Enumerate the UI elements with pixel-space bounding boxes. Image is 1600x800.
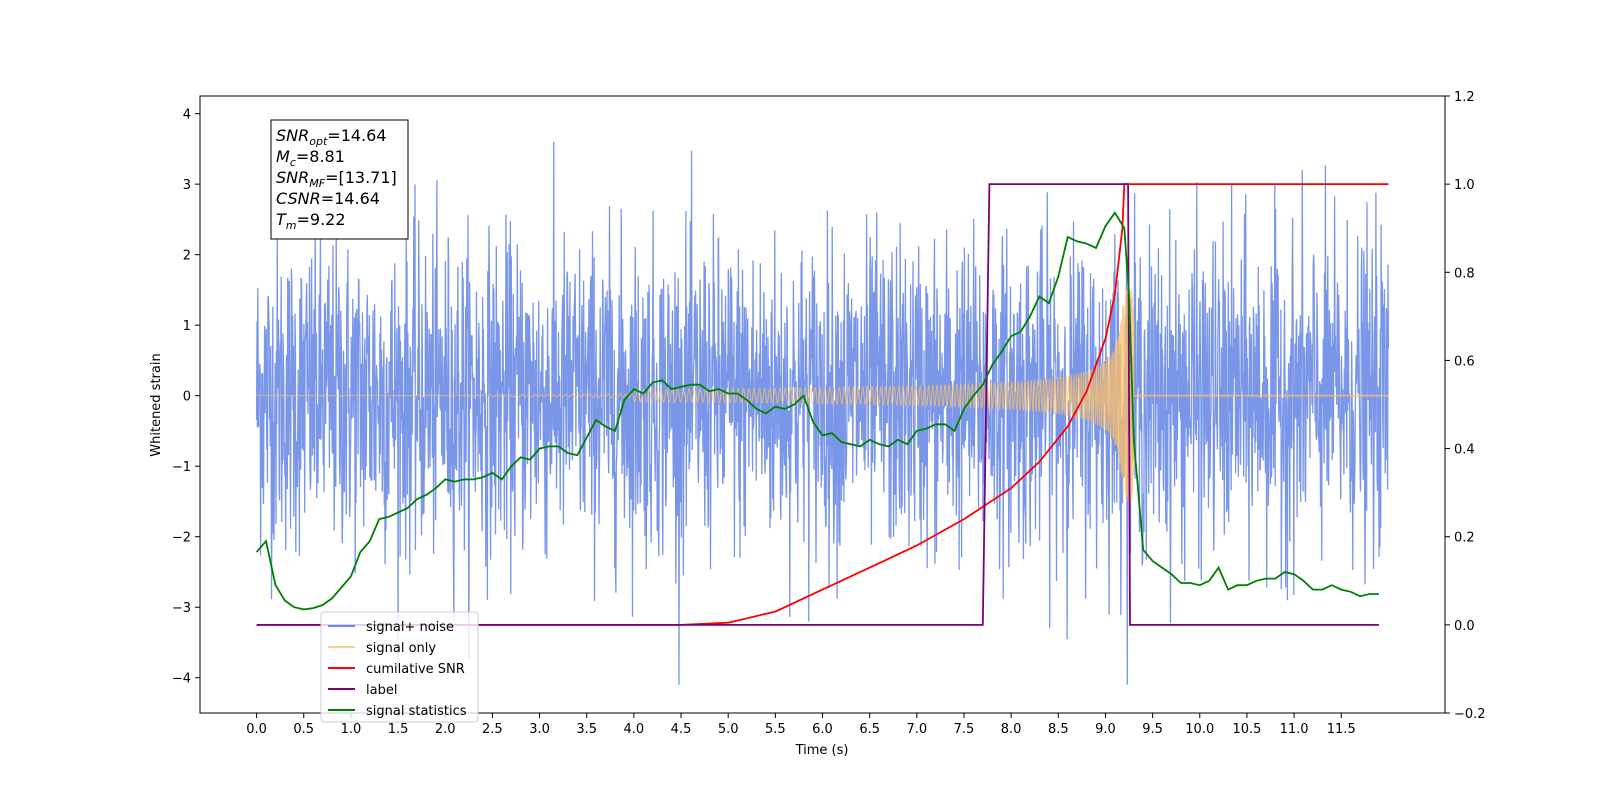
y-axis-right: 1.2 1.0 0.8 0.6 0.4 0.2 0.0 −0.2 [1445, 90, 1486, 722]
x-tick-label: 6.5 [859, 722, 880, 737]
y-tick-label: 2 [183, 249, 191, 264]
series-label [256, 183, 1379, 626]
x-tick-label: 8.0 [1001, 722, 1022, 737]
y2-tick-label: 0.6 [1454, 354, 1475, 369]
x-tick-label: 7.0 [906, 722, 927, 737]
x-tick-label: 2.0 [435, 722, 456, 737]
legend-item-signal-noise: signal+ noise [328, 620, 454, 635]
legend-item-cumilative-snr: cumilative SNR [328, 662, 465, 677]
series-signal-only [256, 289, 1389, 503]
y-tick-label: 4 [183, 108, 191, 123]
x-axis-label: Time (s) [795, 743, 849, 758]
legend: signal+ noise signal only cumilative SNR la… [320, 611, 479, 723]
x-tick-label: 0.5 [293, 722, 314, 737]
y2-tick-label: −0.2 [1454, 707, 1486, 722]
annotation-line: Mc=8.81 [276, 147, 345, 169]
y-axis-label: Whitened strain [149, 353, 164, 456]
x-tick-label: 9.5 [1142, 722, 1163, 737]
y-axis-left: 4 3 2 1 0 −1 −2 −3 −4 [172, 108, 200, 687]
annotation-line: SNRopt=14.64 [276, 126, 387, 148]
x-tick-label: 2.5 [482, 722, 503, 737]
y2-tick-label: 1.2 [1454, 90, 1475, 105]
y2-tick-label: 0.4 [1454, 443, 1475, 458]
y-tick-label: −3 [172, 601, 191, 616]
legend-label: cumilative SNR [366, 662, 465, 677]
x-tick-label: 0.0 [246, 722, 267, 737]
x-tick-label: 1.5 [388, 722, 409, 737]
y-tick-label: −4 [172, 672, 191, 687]
y-tick-label: −2 [172, 531, 191, 546]
x-tick-label: 11.0 [1280, 722, 1309, 737]
x-tick-label: 4.5 [671, 722, 692, 737]
annotation-box: SNRopt=14.64Mc=8.81SNRMF=[13.71]CSNR=14.… [270, 119, 409, 240]
y-tick-label: 1 [183, 319, 191, 334]
y2-tick-label: 0.8 [1454, 266, 1475, 281]
legend-label: signal+ noise [366, 620, 454, 635]
legend-label: signal only [366, 641, 436, 656]
y2-tick-label: 0.0 [1454, 619, 1475, 634]
x-tick-label: 3.5 [576, 722, 597, 737]
x-tick-label: 5.5 [765, 722, 786, 737]
x-tick-label: 3.0 [529, 722, 550, 737]
series-layer [255, 141, 1390, 685]
x-tick-label: 1.0 [341, 722, 362, 737]
annotation-line: Tm=9.22 [276, 210, 346, 232]
y-tick-label: −1 [172, 460, 191, 475]
annotation-line: CSNR=14.64 [276, 189, 380, 208]
series-signal-noise [255, 141, 1390, 685]
x-tick-label: 10.5 [1232, 722, 1261, 737]
y2-tick-label: 1.0 [1454, 178, 1475, 193]
legend-item-label: label [328, 683, 397, 698]
x-tick-label: 8.5 [1048, 722, 1069, 737]
y-tick-label: 0 [183, 390, 191, 405]
legend-label: label [366, 683, 397, 698]
x-tick-label: 4.0 [624, 722, 645, 737]
x-axis: 0.0 0.5 1.0 1.5 2.0 2.5 3.0 3.5 4.0 4.5 5.0 5.5 6.0 6… [246, 713, 1356, 737]
y-tick-label: 3 [183, 178, 191, 193]
series-cumilative-snr [256, 183, 1389, 626]
annotation-line: SNRMF=[13.71] [276, 168, 397, 190]
x-tick-label: 7.5 [954, 722, 975, 737]
x-tick-label: 10.0 [1185, 722, 1214, 737]
y2-tick-label: 0.2 [1454, 531, 1475, 546]
legend-item-signal-only: signal only [328, 641, 436, 656]
legend-label: signal statistics [366, 704, 467, 719]
x-tick-label: 9.0 [1095, 722, 1116, 737]
x-tick-label: 5.0 [718, 722, 739, 737]
series-signal-statistics [255, 211, 1379, 611]
x-tick-label: 6.0 [812, 722, 833, 737]
x-tick-label: 11.5 [1327, 722, 1356, 737]
legend-item-signal-statistics: signal statistics [328, 704, 467, 719]
